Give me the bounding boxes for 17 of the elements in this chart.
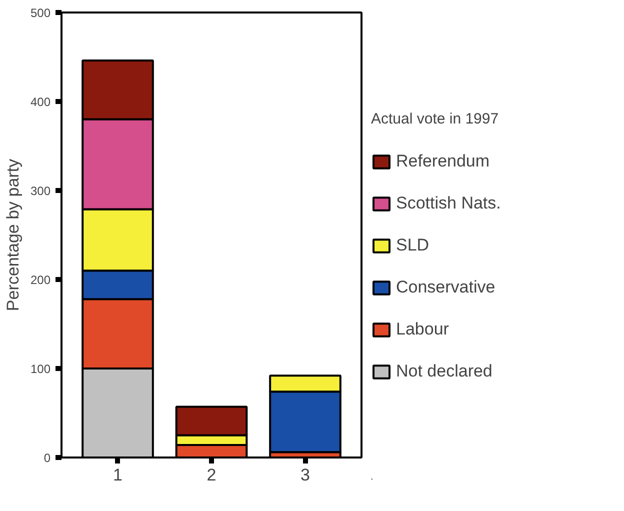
legend-label: Scottish Nats.	[396, 193, 501, 213]
x-tick-label: 3	[300, 466, 310, 484]
y-tick-label: 100	[30, 362, 51, 376]
y-axis-title: Percentage by party	[3, 158, 22, 312]
x-tick-label: 2	[206, 466, 216, 484]
legend-label: Conservative	[396, 277, 496, 297]
legend-title: Actual vote in 1997	[371, 110, 500, 127]
y-tick-label: 200	[30, 273, 51, 287]
y-tick-label: 400	[30, 95, 51, 109]
y-tick-label: 300	[30, 184, 51, 198]
legend-label: Labour	[396, 319, 449, 339]
y-tick-label: 500	[30, 6, 51, 20]
y-tick-label: 0	[44, 451, 51, 465]
legend-label: SLD	[396, 235, 430, 255]
legend-label: Not declared	[396, 361, 492, 381]
x-tick-label: 1	[113, 466, 122, 484]
legend-label: Referendum	[396, 151, 490, 171]
